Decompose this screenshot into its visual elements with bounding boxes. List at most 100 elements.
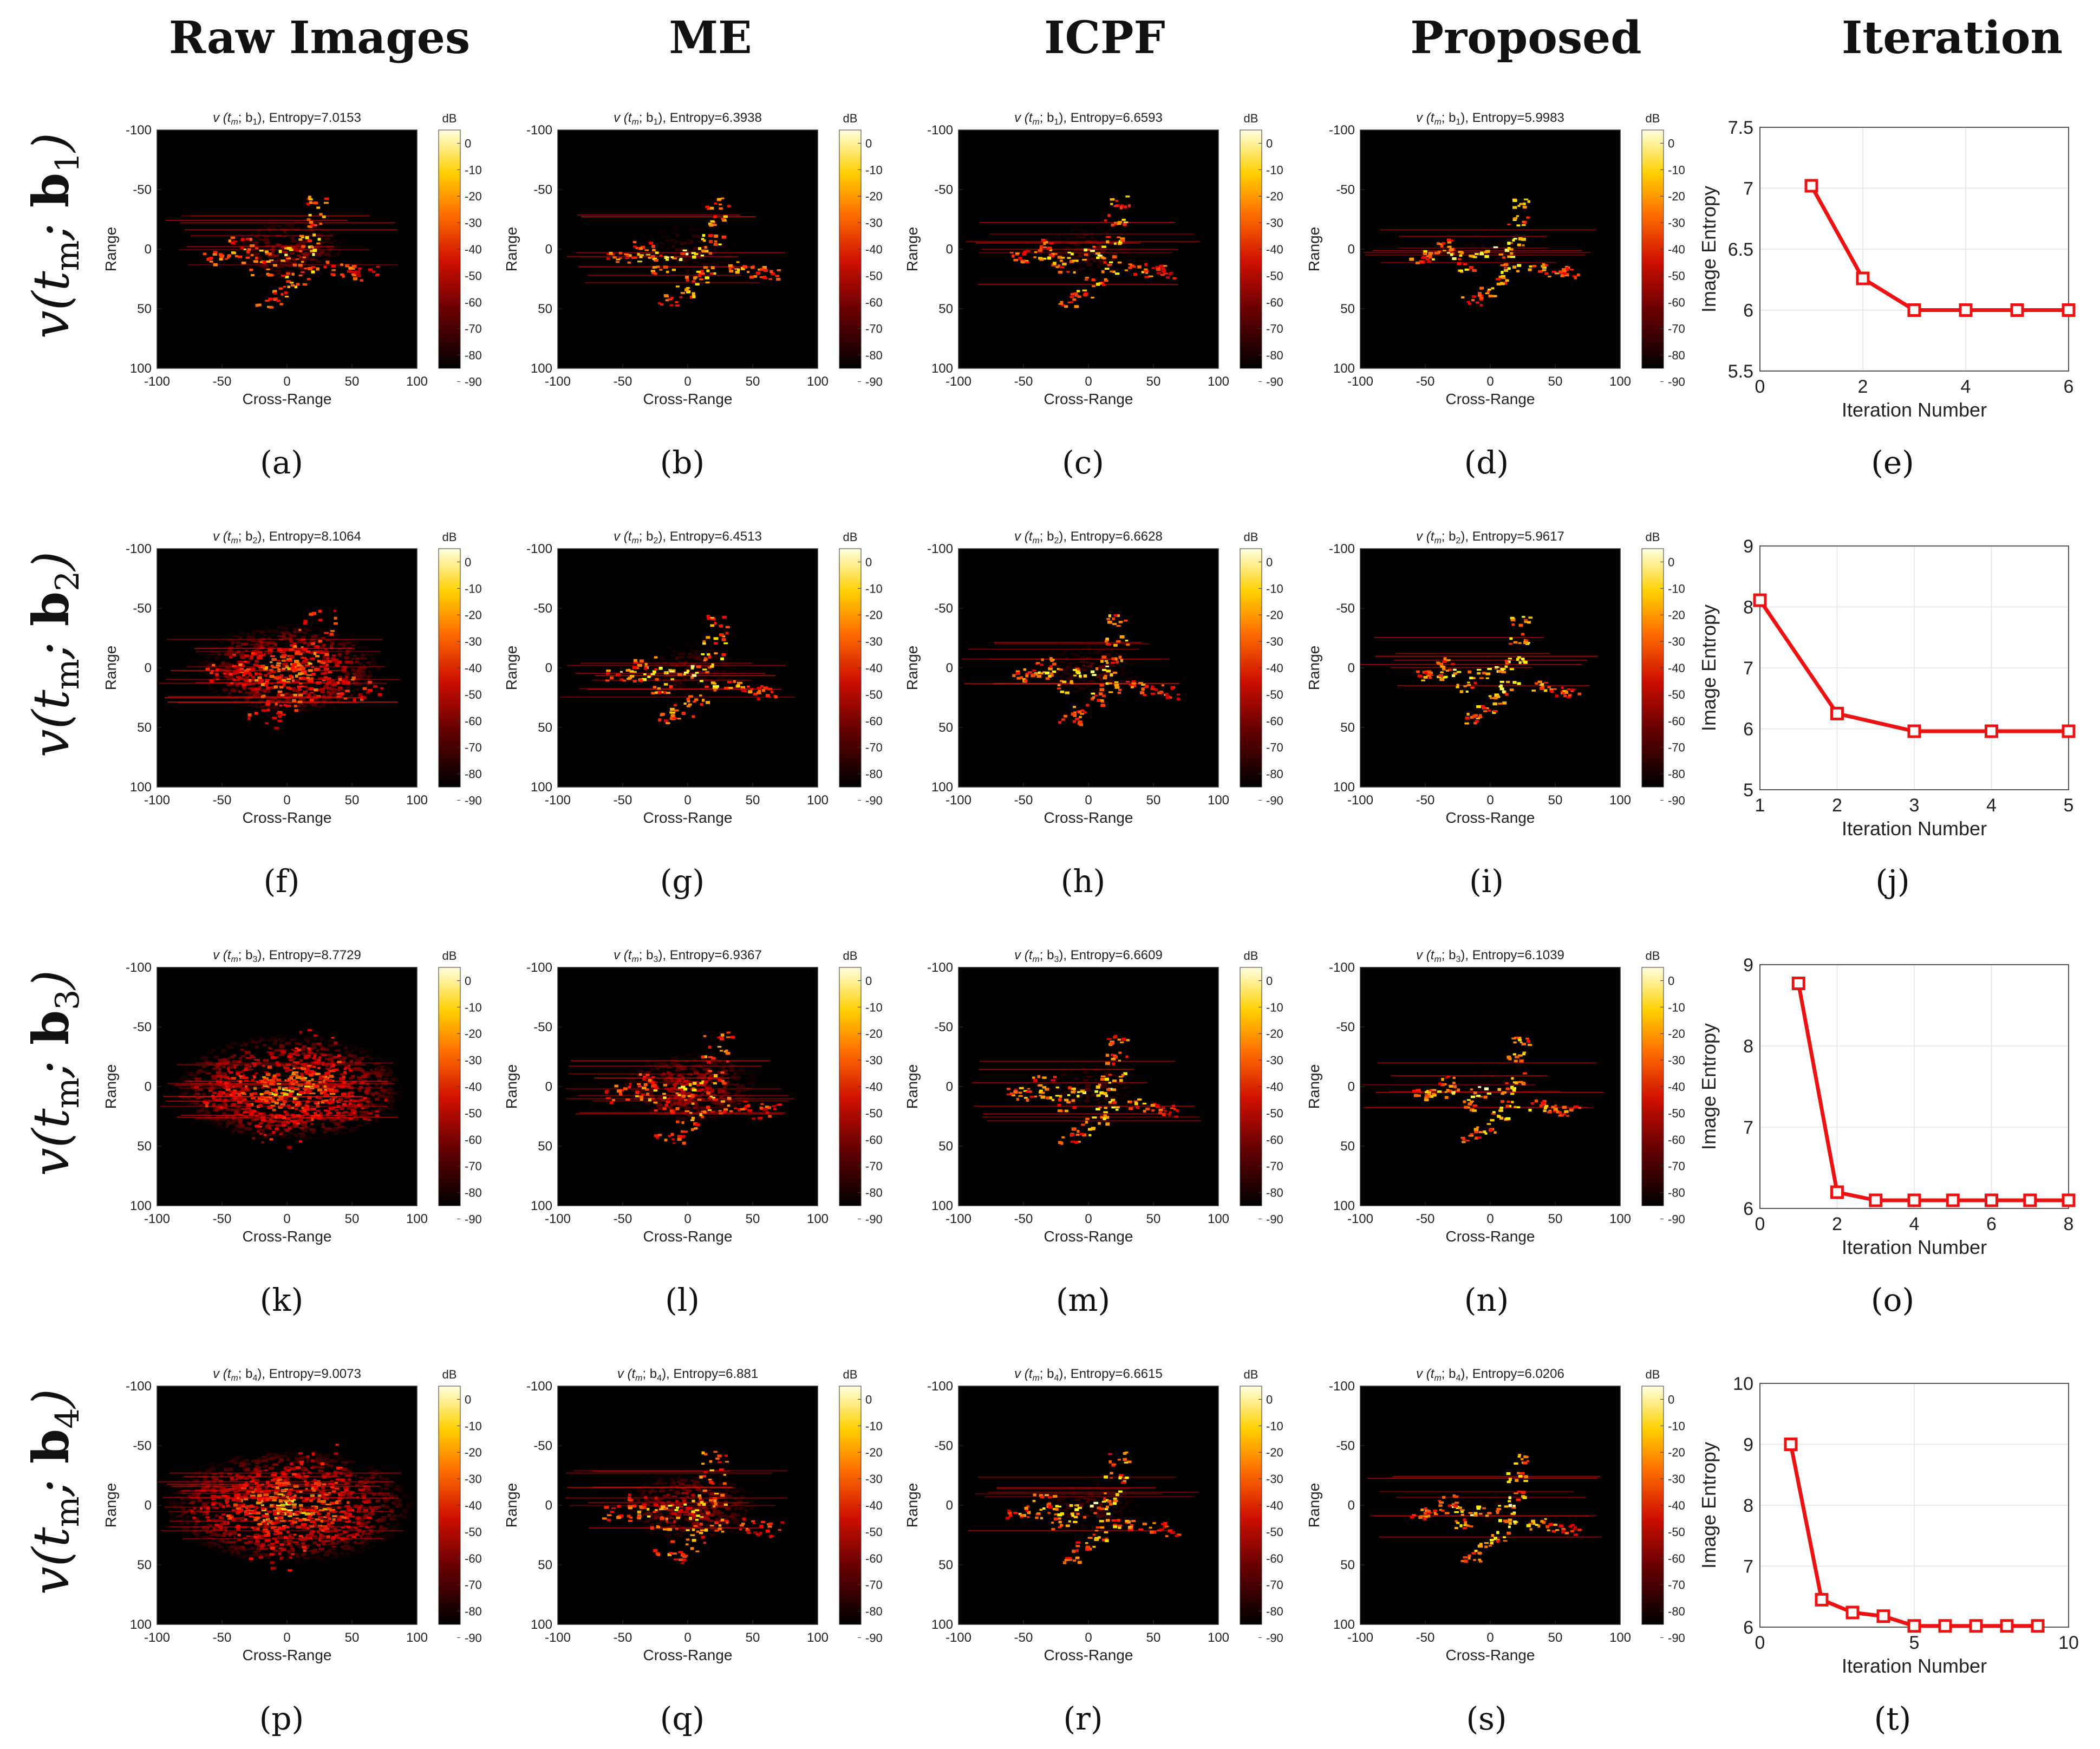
entropy-marker [2010,303,2024,317]
colorbar-tick-label: -60 [465,1133,482,1147]
subfigure-label: (m) [1055,1282,1111,1318]
colorbar-tick-label: -90 [865,1212,883,1226]
colorbar-tick-label: -10 [865,1419,883,1433]
x-tick-label: -100 [545,1212,571,1226]
y-tick-label: -50 [934,1020,953,1035]
y-tick-label: 7 [1743,658,1753,679]
y-tick-label: -100 [126,542,152,556]
isar-image-panel: v (tm; b4), Entropy=6.881-100 -50 0 50 100-1… [503,1367,883,1663]
x-tick-label: 10 [2058,1633,2079,1653]
colorbar-unit: dB [442,1368,457,1381]
y-tick-label: -100 [526,123,552,138]
colorbar-tick-label: 0 [865,136,872,150]
x-tick-label: 50 [345,374,360,389]
y-tick-label: -50 [1336,1020,1355,1035]
colorbar-tick-label: -80 [1668,1186,1685,1200]
y-tick-label: -50 [133,1439,152,1453]
x-tick-label: 50 [746,1630,760,1645]
colorbar-tick-label: -70 [465,741,482,755]
y-tick-label: -100 [927,542,953,556]
colorbar-tick-label: -20 [1668,1446,1685,1459]
isar-image-panel: v (tm; b3), Entropy=6.1039-100 -50 0 50 100-… [1306,948,1685,1245]
entropy-line-chart: 0 2 4 6 8 6 7 8 9 Iteration Number Image Entropy [1698,955,2076,1258]
colorbar-tick-label: -20 [865,1446,883,1459]
colorbar-tick-label: -20 [1266,608,1283,622]
colorbar-tick-label: -10 [1266,163,1283,177]
colorbar-tick-label: -40 [865,243,883,256]
x-tick-label: -100 [1347,1630,1373,1645]
image-background [1360,130,1620,368]
x-axis-label: Cross-Range [1044,391,1133,407]
entropy-marker [1907,1193,1921,1207]
y-tick-label: 50 [938,1558,953,1572]
isar-image-panel: v (tm; b2), Entropy=6.4513-100 -50 0 50 100-… [503,529,883,826]
colorbar-tick-label: -40 [865,1080,883,1094]
y-tick-label: -50 [934,1439,953,1453]
image-speckle [560,615,795,724]
x-tick-label: -50 [213,1212,232,1226]
colorbar-tick-label: -40 [1266,1499,1283,1512]
colorbar-tick-label: -70 [1668,322,1685,336]
colorbar-tick-label: -60 [865,296,883,309]
colorbar-tick-label: -10 [1668,1419,1685,1433]
colorbar-tick-label: -60 [1668,1552,1685,1565]
y-tick-label: 100 [130,1199,152,1213]
x-axis-label: Cross-Range [243,1647,332,1663]
y-tick-label: -100 [526,542,552,556]
colorbar-tick-label: -10 [1266,582,1283,595]
isar-image-panel: v (tm; b3), Entropy=8.7729-100 -50 0 50 100-… [102,948,482,1245]
colorbar-tick-label: -40 [465,1499,482,1512]
x-tick-label: 50 [1548,793,1563,808]
colorbar [839,129,862,369]
image-speckle [565,1031,794,1145]
x-tick-label: -100 [144,1630,170,1645]
image-speckle [1362,1036,1604,1143]
x-tick-label: -100 [545,374,571,389]
colorbar-tick-label: -30 [1668,1472,1685,1486]
y-tick-label: 7 [1743,1117,1753,1138]
y-tick-label: 6 [1743,719,1753,740]
x-tick-label: 100 [406,793,428,808]
colorbar-tick-label: -60 [1668,714,1685,728]
subfigure-label: (q) [660,1700,705,1737]
y-tick-label: 6.5 [1728,239,1753,260]
y-tick-label: -100 [927,1379,953,1394]
image-title: v (tm; b1), Entropy=6.3938 [614,110,762,127]
x-tick-label: 50 [746,793,760,808]
x-tick-label: -50 [1416,1630,1435,1645]
x-tick-label: 50 [1548,1212,1563,1226]
y-tick-label: 9 [1743,955,1753,976]
y-axis-label: Range [1306,227,1322,272]
colorbar-tick-label: -30 [1668,635,1685,648]
colorbar-tick-label: -80 [465,349,482,362]
x-tick-label: -100 [545,1630,571,1645]
y-tick-label: 50 [938,302,953,316]
y-tick-label: 100 [531,1617,552,1632]
colorbar-unit: dB [843,949,858,963]
x-tick-label: 5 [2064,795,2074,816]
entropy-marker [1784,1438,1798,1451]
x-tick-label: 50 [1146,793,1161,808]
colorbar [1240,1386,1262,1625]
colorbar-tick-label: -80 [465,1186,482,1200]
colorbar-tick-label: -60 [465,296,482,309]
x-tick-label: 50 [1548,1630,1563,1645]
image-speckle [1364,198,1596,307]
y-tick-label: 0 [145,1080,152,1094]
x-tick-label: 100 [406,1212,428,1226]
colorbar-tick-label: -70 [865,1160,883,1173]
entropy-marker [1845,1605,1860,1620]
colorbar-tick-label: -90 [865,1631,883,1644]
colorbar-tick-label: -50 [865,688,883,701]
isar-image-panel: v (tm; b1), Entropy=5.9983-100 -50 0 50 100-… [1306,110,1685,407]
x-tick-label: -100 [1347,1212,1373,1226]
colorbar-tick-label: -50 [465,1525,482,1539]
image-title: v (tm; b4), Entropy=6.6615 [1014,1367,1163,1383]
colorbar-unit: dB [1646,949,1660,963]
colorbar-tick-label: -20 [465,1027,482,1041]
colorbar-tick-label: 0 [865,974,872,987]
colorbar-tick-label: -20 [1266,1027,1283,1041]
colorbar-tick-label: -90 [465,1631,482,1644]
colorbar-tick-label: -40 [865,1499,883,1512]
x-axis-label: Iteration Number [1842,817,1987,840]
